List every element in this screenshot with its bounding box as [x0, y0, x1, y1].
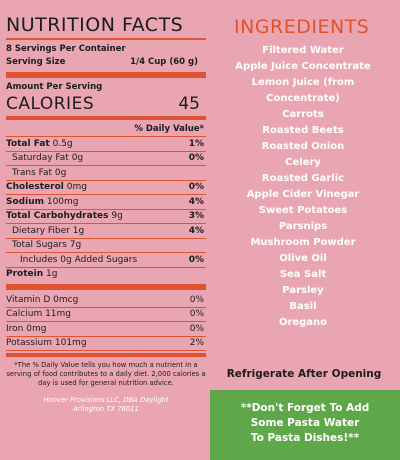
- ingredients-panel: INGREDIENTS Filtered Water Apple Juice C…: [212, 16, 394, 331]
- nutrient-pct: 4%: [188, 196, 204, 207]
- nutrient-pct: 0%: [188, 153, 204, 164]
- company-address: Arlington TX 76011: [73, 405, 139, 413]
- vitamin-name: Iron 0mg: [6, 323, 47, 334]
- nutrient-row: Protein 1g: [6, 268, 206, 282]
- ingredient-item: Parsnips: [278, 221, 328, 232]
- nutrient-name: Saturday Fat: [12, 153, 69, 164]
- nutrient-pct: 0%: [188, 254, 204, 265]
- divider: [6, 38, 206, 40]
- nutrient-row: Total Fat 0.5g 1%: [6, 137, 206, 152]
- tip-line: **Don't Forget To Add: [240, 402, 370, 414]
- nutrient-name: Sodium: [6, 196, 44, 207]
- vitamin-name: Calcium 11mg: [6, 309, 72, 320]
- vitamin-pct: 2%: [189, 338, 204, 349]
- nutrient-amount: 7g: [69, 240, 82, 251]
- nutrient-pct: 4%: [188, 225, 204, 236]
- daily-value-footnote: *The % Daily Value tells you how much a …: [6, 361, 206, 387]
- tip-box: **Don't Forget To Add Some Pasta Water T…: [210, 390, 400, 460]
- divider-medium: [6, 116, 206, 120]
- nutrient-amount: 1g: [46, 269, 58, 280]
- nutrient-row: Total Sugars 7g: [6, 239, 206, 253]
- divider-thick: [6, 72, 206, 78]
- nutrient-name: Cholesterol: [6, 182, 64, 193]
- divider-medium: [6, 353, 206, 357]
- serving-size-row: Serving Size 1/4 Cup (60 g): [6, 56, 206, 69]
- tip-line: Some Pasta Water: [250, 417, 360, 429]
- nutrient-name: Includes 0g Added Sugars: [20, 254, 138, 265]
- divider-thick: [6, 284, 206, 290]
- vitamin-row: Potassium 101mg 2%: [6, 337, 206, 351]
- nutrition-title: NUTRITION FACTS: [6, 14, 184, 36]
- nutrient-amount: 0mg: [66, 182, 87, 193]
- ingredient-item: Roasted Beets: [262, 125, 344, 136]
- nutrient-amount: 1g: [72, 225, 85, 236]
- nutrient-row: Cholesterol 0mg 0%: [6, 181, 206, 195]
- nutrient-pct: 1%: [188, 138, 204, 149]
- nutrient-name: Protein: [6, 269, 44, 280]
- ingredient-item: Roasted Onion: [261, 141, 345, 152]
- nutrient-row: Trans Fat 0g: [6, 166, 206, 181]
- company-name: Hoover Provisions LLC, DBA Daylight: [43, 396, 169, 404]
- vitamin-name: Vitamin D 0mcg: [6, 294, 79, 305]
- calories-row: CALORIES 45: [6, 94, 206, 114]
- vitamin-row: Vitamin D 0mcg 0%: [6, 293, 206, 308]
- vitamin-pct: 0%: [189, 309, 204, 320]
- ingredient-item: Roasted Garlic: [261, 173, 345, 184]
- vitamin-row: Iron 0mg 0%: [6, 322, 206, 337]
- ingredient-item: Mushroom Powder: [250, 237, 356, 248]
- servings-per-container: 8 Servings Per Container: [6, 44, 126, 54]
- vitamin-pct: 0%: [189, 323, 204, 334]
- daily-value-header: % Daily Value*: [6, 122, 206, 137]
- nutrient-pct: 0%: [188, 182, 204, 193]
- vitamin-name: Potassium 101mg: [6, 338, 87, 349]
- nutrient-name: Total Carbohydrates: [6, 211, 109, 222]
- nutrient-name: Total Fat: [6, 138, 50, 149]
- calories-value: 45: [178, 94, 200, 114]
- serving-size-value: 1/4 Cup (60 g): [130, 57, 198, 67]
- nutrient-pct: 3%: [188, 211, 204, 222]
- ingredient-item: Celery: [285, 157, 321, 168]
- ingredient-item: Oregano: [278, 317, 328, 328]
- ingredient-item: Apple Cider Vinegar: [246, 189, 360, 200]
- ingredient-item: Parsley: [282, 285, 324, 296]
- ingredient-item: Basil: [289, 301, 317, 312]
- tip-line: To Pasta Dishes!**: [250, 432, 360, 444]
- amount-per-serving: Amount Per Serving: [6, 82, 103, 92]
- nutrient-amount: 0g: [54, 167, 67, 178]
- calories-label: CALORIES: [6, 94, 95, 114]
- ingredient-item: Filtered Water: [262, 45, 344, 56]
- nutrition-facts-panel: NUTRITION FACTS 8 Servings Per Container…: [6, 14, 206, 414]
- ingredient-item: Apple Juice Concentrate: [235, 61, 371, 72]
- nutrient-amount: 0g: [71, 153, 84, 164]
- ingredient-item: Sweet Potatoes: [258, 205, 348, 216]
- ingredient-item: Concentrate): [266, 93, 340, 104]
- nutrient-row: Saturday Fat 0g 0%: [6, 152, 206, 166]
- ingredients-list: Filtered Water Apple Juice Concentrate L…: [212, 43, 394, 331]
- tip-text: **Don't Forget To Add Some Pasta Water T…: [210, 390, 400, 446]
- ingredient-item: Carrots: [282, 109, 324, 120]
- nutrient-name: Total Sugars: [12, 240, 67, 251]
- nutrient-amount: 9g: [111, 211, 123, 222]
- storage-instruction: Refrigerate After Opening: [226, 368, 382, 380]
- nutrient-row: Sodium 100mg 4%: [6, 195, 206, 210]
- nutrient-amount: 0.5g: [52, 138, 73, 149]
- ingredient-item: Lemon Juice (from: [251, 77, 355, 88]
- nutrient-name: Trans Fat: [12, 167, 53, 178]
- vitamin-pct: 0%: [189, 294, 204, 305]
- nutrient-name: Dietary Fiber: [12, 225, 70, 236]
- ingredients-title: INGREDIENTS: [234, 16, 370, 38]
- serving-size-label: Serving Size: [6, 57, 66, 67]
- nutrient-row: Dietary Fiber 1g 4%: [6, 224, 206, 239]
- vitamin-row: Calcium 11mg 0%: [6, 308, 206, 322]
- ingredient-item: Sea Salt: [279, 269, 327, 280]
- nutrient-amount: 100mg: [46, 196, 79, 207]
- nutrient-row: Includes 0g Added Sugars 0%: [6, 253, 206, 268]
- nutrient-row: Total Carbohydrates 9g 3%: [6, 210, 206, 224]
- ingredient-item: Olive Oil: [279, 253, 327, 264]
